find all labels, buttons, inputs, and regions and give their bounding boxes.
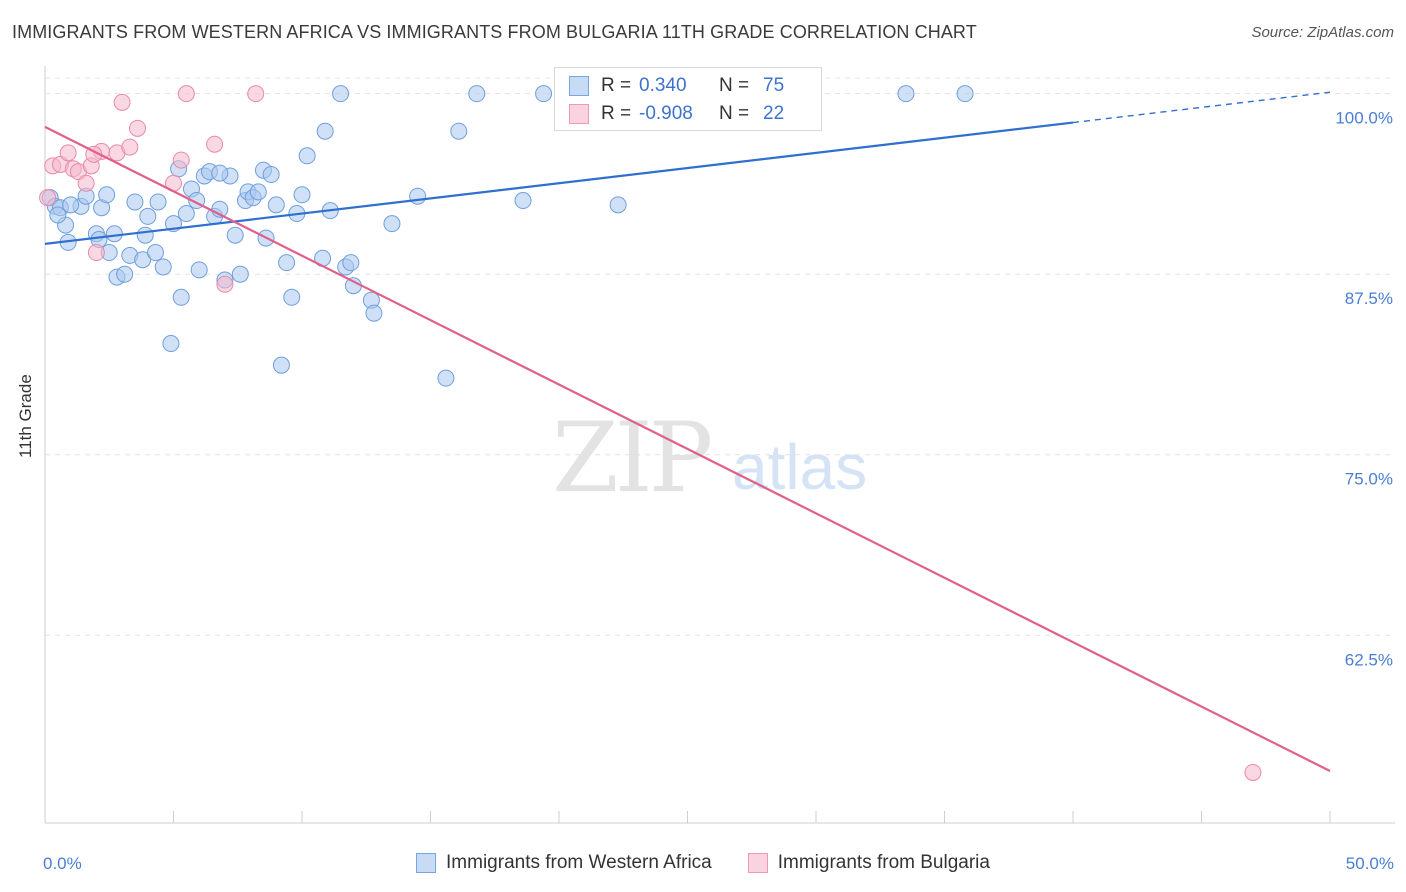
point-western-africa (897, 85, 915, 103)
point-bulgaria (177, 85, 195, 103)
source-label: Source: ZipAtlas.com (1251, 24, 1394, 41)
point-western-africa (226, 226, 244, 244)
point-bulgaria (59, 144, 77, 162)
series-legend-bulgaria: Immigrants from Bulgaria (747, 852, 990, 874)
point-bulgaria (172, 151, 190, 169)
point-western-africa (190, 261, 208, 279)
point-western-africa (293, 186, 311, 204)
legend-n-label: N = (719, 103, 750, 124)
point-bulgaria (121, 138, 139, 156)
y-tick-label: 87.5% (1345, 289, 1393, 308)
point-western-africa (365, 304, 383, 322)
point-western-africa (298, 147, 316, 165)
legend-r-value: -0.908 (639, 103, 693, 124)
x-tick-label: 0.0% (43, 854, 82, 873)
point-western-africa (172, 288, 190, 306)
trendline-western-africa (44, 121, 1074, 245)
y-tick-label: 75.0% (1345, 470, 1393, 489)
legend-swatch-bulgaria (569, 104, 589, 124)
point-western-africa (609, 196, 627, 214)
point-western-africa (344, 277, 362, 295)
trendline-bulgaria (44, 125, 1331, 772)
point-western-africa (139, 207, 157, 225)
y-tick-label: 100.0% (1335, 109, 1393, 128)
point-western-africa (249, 183, 267, 201)
point-bulgaria (216, 275, 234, 293)
point-bulgaria (1244, 763, 1262, 781)
series-label-western-africa: Immigrants from Western Africa (446, 852, 712, 873)
point-western-africa (956, 85, 974, 103)
point-western-africa (437, 369, 455, 387)
point-western-africa (149, 193, 167, 211)
point-western-africa (105, 225, 123, 243)
point-western-africa (514, 192, 532, 210)
point-western-africa (468, 85, 486, 103)
point-bulgaria (77, 174, 95, 192)
point-western-africa (49, 206, 67, 224)
point-western-africa (332, 85, 350, 103)
x-tick-label: 50.0% (1346, 854, 1394, 873)
point-western-africa (316, 122, 334, 140)
point-western-africa (278, 254, 296, 272)
point-western-africa (383, 215, 401, 233)
point-western-africa (283, 288, 301, 306)
point-western-africa (116, 265, 134, 283)
point-western-africa (177, 205, 195, 223)
series-legend-western-africa: Immigrants from Western Africa (416, 852, 712, 874)
point-bulgaria (87, 244, 105, 262)
legend-n-label: N = (719, 75, 750, 96)
point-western-africa (262, 166, 280, 184)
point-western-africa (450, 122, 468, 140)
point-western-africa (267, 196, 285, 214)
legend-swatch-western-africa (569, 76, 589, 96)
legend-row-western-africa: R = 0.340 N = 75 (569, 74, 784, 98)
point-western-africa (535, 85, 553, 103)
legend-r-value: 0.340 (639, 75, 687, 96)
y-tick-label: 62.5% (1345, 650, 1393, 669)
point-western-africa (134, 251, 152, 269)
correlation-legend: R = 0.340 N = 75 R = -0.908 N = 22 (554, 67, 822, 131)
point-western-africa (62, 196, 80, 214)
legend-n-value: 75 (763, 75, 785, 96)
point-western-africa (342, 254, 360, 272)
point-bulgaria (247, 85, 265, 103)
point-bulgaria (129, 119, 147, 137)
point-western-africa (272, 356, 290, 374)
legend-r-label: R = (601, 75, 632, 96)
series-swatch-bulgaria (747, 853, 768, 873)
point-bulgaria (206, 135, 224, 153)
legend-r-label: R = (601, 103, 632, 124)
point-bulgaria (39, 189, 57, 207)
series-label-bulgaria: Immigrants from Bulgaria (777, 852, 990, 873)
series-swatch-western-africa (416, 853, 437, 873)
point-western-africa (126, 193, 144, 211)
point-western-africa (211, 164, 229, 182)
chart-title: IMMIGRANTS FROM WESTERN AFRICA VS IMMIGR… (12, 22, 977, 42)
point-western-africa (231, 265, 249, 283)
point-western-africa (154, 258, 172, 276)
legend-row-bulgaria: R = -0.908 N = 22 (569, 102, 784, 126)
point-western-africa (147, 244, 165, 262)
point-bulgaria (113, 93, 131, 111)
series-legend: Immigrants from Western Africa Immigrant… (0, 852, 1406, 874)
legend-n-value: 22 (763, 103, 785, 124)
watermark-atlas: atlas (732, 431, 868, 503)
point-western-africa (136, 226, 154, 244)
trendline-western-africa-extension (1072, 91, 1331, 124)
point-western-africa (98, 186, 116, 204)
point-western-africa (409, 187, 427, 205)
point-western-africa (162, 335, 180, 353)
